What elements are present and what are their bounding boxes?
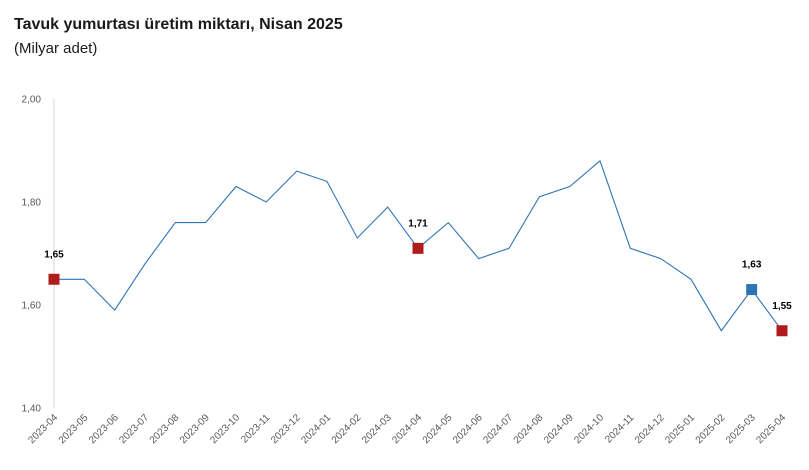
x-tick-label: 2023-08 bbox=[148, 412, 182, 446]
x-tick-label: 2025-02 bbox=[694, 412, 728, 446]
x-tick-label: 2023-09 bbox=[178, 412, 212, 446]
x-tick-label: 2024-08 bbox=[512, 412, 546, 446]
data-point-marker bbox=[746, 284, 758, 296]
x-tick-label: 2024-04 bbox=[390, 412, 424, 446]
x-tick-label: 2023-05 bbox=[57, 412, 91, 446]
data-point-marker bbox=[776, 325, 788, 337]
x-tick-label: 2025-01 bbox=[663, 412, 697, 446]
data-label: 1,55 bbox=[772, 301, 792, 312]
x-tick-label: 2024-11 bbox=[603, 412, 637, 446]
x-tick-label: 2025-03 bbox=[724, 412, 758, 446]
x-tick-label: 2024-01 bbox=[299, 412, 333, 446]
x-tick-label: 2024-03 bbox=[360, 412, 394, 446]
y-tick-label: 1,40 bbox=[22, 404, 42, 415]
x-tick-label: 2023-10 bbox=[208, 412, 242, 446]
x-tick-label: 2023-11 bbox=[239, 412, 273, 446]
x-tick-label: 2023-12 bbox=[269, 412, 303, 446]
x-tick-label: 2023-07 bbox=[117, 412, 151, 446]
y-tick-label: 2,00 bbox=[22, 95, 42, 106]
x-tick-label: 2023-06 bbox=[87, 412, 121, 446]
x-tick-label: 2024-07 bbox=[481, 412, 515, 446]
data-label: 1,71 bbox=[408, 218, 428, 229]
data-point-marker bbox=[48, 273, 60, 285]
x-tick-label: 2024-09 bbox=[542, 412, 576, 446]
data-label: 1,63 bbox=[742, 260, 762, 271]
x-tick-label: 2024-06 bbox=[451, 412, 485, 446]
chart-subtitle: (Milyar adet) bbox=[14, 40, 98, 57]
x-tick-label: 2024-02 bbox=[330, 412, 364, 446]
x-tick-label: 2024-10 bbox=[572, 412, 606, 446]
data-label: 1,65 bbox=[44, 249, 64, 260]
data-point-marker bbox=[412, 242, 424, 254]
x-tick-label: 2024-12 bbox=[633, 412, 667, 446]
y-tick-label: 1,60 bbox=[22, 301, 42, 312]
chart-title: Tavuk yumurtası üretim miktarı, Nisan 20… bbox=[14, 16, 343, 33]
y-tick-label: 1,80 bbox=[22, 198, 42, 209]
x-tick-label: 2023-04 bbox=[26, 412, 60, 446]
x-tick-label: 2025-04 bbox=[754, 412, 788, 446]
x-tick-label: 2024-05 bbox=[421, 412, 455, 446]
